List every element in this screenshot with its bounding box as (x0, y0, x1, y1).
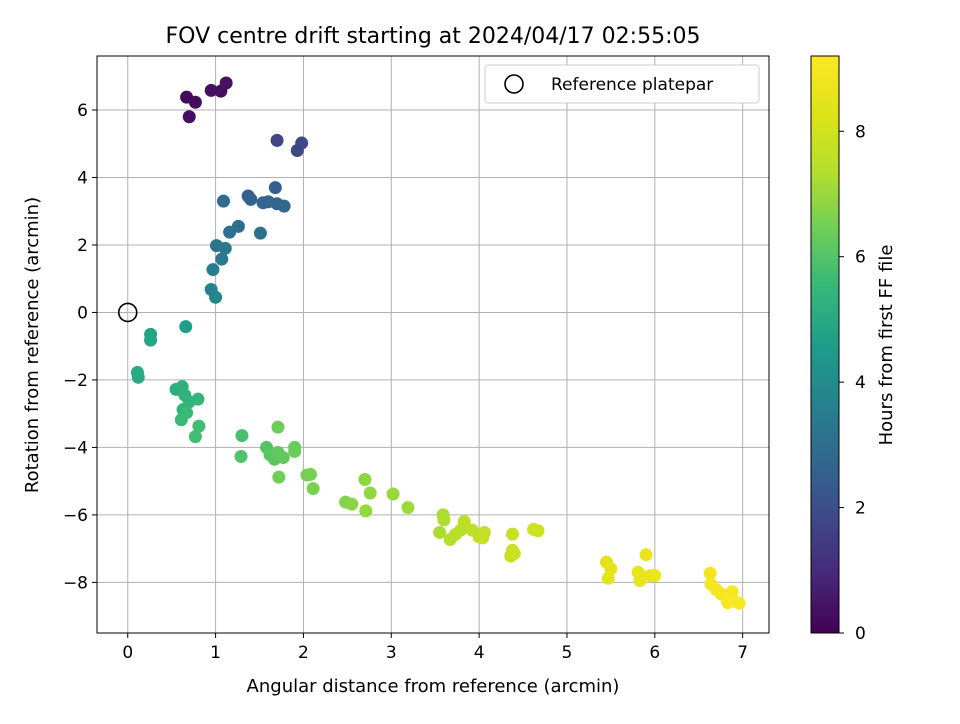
colorbar-gradient (810, 55, 840, 634)
data-point (531, 524, 545, 538)
x-tick-label: 2 (298, 643, 309, 663)
y-axis-label: Rotation from reference (arcmin) (22, 197, 43, 493)
x-tick-label: 6 (649, 643, 660, 663)
data-point (437, 513, 451, 527)
colorbar-ticks: 0 2 4 6 8 (839, 122, 866, 644)
x-tick-label: 1 (210, 643, 221, 663)
y-tick-label: 2 (77, 236, 88, 256)
reference-platepar-marker (117, 302, 138, 323)
y-tick-label: −2 (63, 371, 88, 391)
y-tick-label: −4 (63, 438, 88, 458)
data-point (358, 472, 372, 486)
data-point (270, 133, 284, 147)
data-point (604, 562, 618, 576)
data-point (648, 569, 662, 583)
data-point (703, 566, 717, 580)
data-point (188, 430, 202, 444)
y-tick-label: 6 (77, 101, 88, 121)
data-point (192, 419, 206, 433)
data-points (130, 76, 746, 610)
data-point (505, 527, 519, 541)
x-tick-label: 3 (386, 643, 397, 663)
legend: Reference platepar (484, 64, 760, 104)
x-tick-label: 0 (122, 643, 133, 663)
y-tick-label: −6 (63, 506, 88, 526)
data-point (457, 515, 471, 529)
x-axis-ticks: 0 1 2 3 4 5 6 7 (122, 633, 748, 663)
data-point (288, 444, 302, 458)
data-point (303, 467, 317, 481)
colorbar-tick-label: 4 (855, 373, 866, 393)
y-axis-ticks: 6 4 2 0 −2 −4 −6 −8 (63, 101, 97, 593)
data-point (359, 504, 373, 518)
x-tick-label: 5 (562, 643, 573, 663)
data-point (204, 83, 218, 97)
data-point (507, 547, 521, 561)
data-point (215, 252, 229, 266)
data-point (182, 110, 196, 124)
data-point (209, 290, 223, 304)
data-point (401, 500, 415, 514)
data-point (131, 370, 145, 384)
y-tick-label: −8 (63, 573, 88, 593)
data-point (732, 596, 746, 610)
data-point (206, 263, 220, 277)
legend-marker (504, 74, 524, 94)
data-point (433, 525, 447, 539)
data-point (276, 451, 290, 465)
data-point (271, 420, 285, 434)
data-point (476, 531, 490, 545)
colorbar-tick-label: 8 (855, 122, 866, 142)
data-point (223, 225, 237, 239)
data-point (188, 95, 202, 109)
data-point (253, 226, 267, 240)
data-point (219, 76, 233, 90)
data-point (295, 136, 309, 150)
data-point (363, 486, 377, 500)
data-point (345, 497, 359, 511)
colorbar-label: Hours from first FF file (876, 245, 897, 446)
data-point (144, 333, 158, 347)
data-point (235, 429, 249, 443)
x-tick-label: 7 (737, 643, 748, 663)
y-tick-label: 4 (77, 168, 88, 188)
data-point (216, 194, 230, 208)
plot-frame (96, 55, 770, 634)
data-point (234, 450, 248, 464)
x-tick-label: 4 (474, 643, 485, 663)
data-point (179, 320, 193, 334)
data-point (306, 482, 320, 496)
data-point (639, 548, 653, 562)
colorbar-tick-label: 6 (855, 248, 866, 268)
data-point (218, 241, 232, 255)
data-point (268, 181, 282, 195)
legend-label: Reference platepar (551, 75, 713, 95)
data-point (272, 470, 286, 484)
colorbar-tick-label: 2 (855, 499, 866, 519)
data-point (277, 199, 291, 213)
grid-lines (97, 56, 769, 633)
y-tick-label: 0 (77, 303, 88, 323)
colorbar-tick-label: 0 (855, 624, 866, 644)
x-axis-label: Angular distance from reference (arcmin) (247, 676, 620, 697)
colorbar: 0 2 4 6 8 Hours from first FF file (810, 55, 897, 644)
legend-box (484, 64, 760, 104)
chart-title: FOV centre drift starting at 2024/04/17 … (166, 24, 701, 49)
data-point (386, 487, 400, 501)
data-point (244, 192, 258, 206)
data-point (180, 406, 194, 420)
data-point (191, 392, 205, 406)
